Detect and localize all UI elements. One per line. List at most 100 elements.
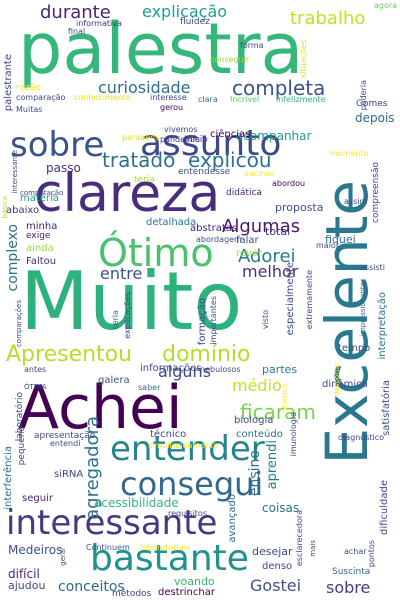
- word-entendi: entendi: [50, 439, 81, 448]
- word-informativa: informativa: [76, 19, 122, 28]
- word-explicacoes: explicações: [123, 292, 132, 339]
- word-achei: Achei: [18, 373, 183, 443]
- word-nebulosos: nebulosos: [200, 365, 241, 374]
- word-gerou: gerou: [160, 103, 184, 112]
- word-visto: visto: [261, 310, 270, 330]
- word-tempo: tempo: [338, 343, 371, 354]
- word-interessante: interessante: [6, 503, 218, 543]
- word-melhor: melhor: [242, 262, 299, 281]
- word-comparacao: comparação: [16, 93, 66, 102]
- word-compreensao: compreensão: [371, 162, 381, 223]
- word-incrivel: Incrível: [230, 95, 260, 104]
- word-abordagem: abordagem: [196, 235, 242, 244]
- word-interferencia: interferência: [3, 446, 14, 510]
- word-medio: médio: [232, 376, 282, 395]
- word-assim: assim: [344, 197, 368, 206]
- word-completa: completa: [232, 76, 326, 100]
- word-extremamente: extremamente: [305, 270, 314, 330]
- word-diagnostico: diagnóstico: [338, 433, 385, 442]
- word-detalhada: detalhada: [146, 217, 197, 228]
- word-dificil: difícil: [8, 567, 40, 581]
- word-maior: maior: [316, 241, 340, 250]
- word-destrinchar: destrinchar: [158, 587, 215, 598]
- word-imunologia: imunologia: [289, 412, 298, 457]
- word-avancado: avançado: [227, 494, 238, 543]
- word-passo: passo: [46, 161, 81, 175]
- word-entendesse: entendesse: [178, 167, 231, 177]
- word-coisas: coisas: [262, 501, 300, 515]
- word-poderia: poderia: [359, 80, 368, 111]
- word-depois: depois: [355, 111, 395, 125]
- word-explicacao: explicação: [142, 2, 228, 21]
- word-razao: razão: [16, 83, 41, 93]
- word-sobre-2: sobre: [326, 578, 371, 597]
- word-satisfatoria: satisfatória: [381, 380, 392, 436]
- word-laboratoriais: laboratoriais: [140, 543, 191, 552]
- word-sirna: siRNA: [54, 469, 84, 480]
- word-conceitos: conceitos: [58, 579, 125, 595]
- word-objetiva: objetiva: [281, 384, 289, 413]
- word-assunto: assunto: [140, 123, 282, 164]
- word-requisitos: requisitos: [168, 509, 207, 518]
- word-ciencias: ciências: [210, 129, 251, 140]
- word-desejar: desejar: [252, 545, 293, 558]
- word-interpretacao: interpretação: [377, 292, 388, 360]
- word-apresentacao: apresentação: [34, 431, 96, 441]
- word-forma: forma: [240, 41, 264, 50]
- word-ainda: ainda: [26, 243, 54, 254]
- word-teria: teria: [134, 175, 155, 185]
- word-continuem: Continuem: [86, 543, 130, 552]
- word-partes: partes: [262, 363, 298, 376]
- word-final: final: [68, 27, 86, 36]
- word-entre: entre: [100, 264, 143, 283]
- word-mais: mais: [309, 540, 317, 557]
- word-basica: básica: [1, 196, 9, 219]
- word-otimo: Ótimo: [98, 231, 214, 275]
- word-pequeno: pequeno: [17, 426, 27, 466]
- word-acessibilidade: acessibilidade: [94, 496, 179, 510]
- word-conhecimento: conhecimento: [74, 93, 131, 102]
- word-comparacoes: comparações: [15, 300, 23, 347]
- word-seria: seria: [111, 310, 120, 330]
- word-parabens: parabéns: [122, 133, 160, 142]
- word-tratado: tratado: [102, 148, 176, 172]
- word-momento: momento: [330, 149, 369, 158]
- word-galera: galera: [98, 375, 130, 386]
- word-computacao: computação: [20, 189, 64, 197]
- word-denso: denso: [262, 561, 293, 572]
- word-geral: geral: [59, 548, 67, 566]
- word-muitas: Muitas: [16, 105, 43, 114]
- word-explicou: explicou: [188, 148, 272, 172]
- word-infelizmente: infelizmente: [276, 95, 326, 104]
- word-vivemos: vivemos: [164, 125, 198, 134]
- word-formacao: formação: [197, 298, 208, 346]
- word-alguns: alguns: [158, 362, 212, 381]
- word-algumas: Algumas: [222, 216, 301, 237]
- word-rever: rever: [236, 248, 263, 259]
- word-falar: falar: [236, 235, 259, 246]
- word-seguir: seguir: [22, 493, 53, 504]
- word-aprendi: aprendi: [265, 440, 280, 490]
- word-importantes: importantes: [209, 296, 218, 345]
- word-biologia: biologia: [234, 415, 274, 426]
- word-gostei: Gostei: [250, 576, 302, 595]
- word-abstratas: abstratas: [190, 223, 238, 234]
- word-pandemia: pandemia: [160, 135, 200, 144]
- word-inicio: Início: [184, 135, 208, 145]
- word-adorei: Adorei: [238, 246, 296, 267]
- word-proposta: proposta: [275, 201, 324, 214]
- word-entender: entender: [110, 429, 265, 469]
- word-esclarecedora: esclarecedora: [295, 510, 304, 567]
- word-otima: ÓTIMA: [24, 383, 47, 391]
- word-clara: clara: [198, 95, 218, 104]
- word-sobre: sobre: [10, 125, 105, 165]
- word-total: total: [265, 225, 291, 238]
- word-abordou: abordou: [272, 179, 306, 188]
- word-durante: durante: [40, 2, 111, 23]
- word-vacinas: vacinas: [244, 169, 275, 178]
- word-consegui: consegui: [120, 465, 264, 503]
- word-especialmente: especialmente: [285, 262, 296, 336]
- word-exige: exige: [26, 231, 51, 241]
- word-complexo: complexo: [5, 224, 21, 292]
